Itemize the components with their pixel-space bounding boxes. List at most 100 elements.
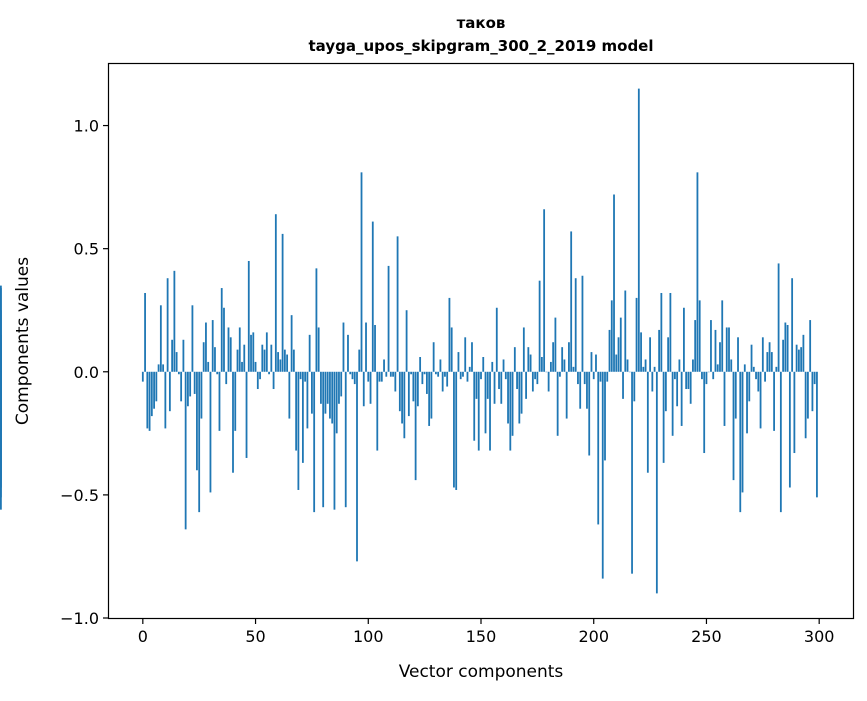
bar: [460, 372, 462, 379]
bar: [223, 308, 225, 372]
bar: [343, 323, 345, 372]
bar: [410, 372, 412, 374]
bar: [706, 372, 708, 384]
bar: [358, 350, 360, 372]
bar: [164, 372, 166, 429]
bar: [327, 372, 329, 404]
chart-title: таков: [457, 14, 506, 32]
bar: [575, 278, 577, 372]
bar: [302, 372, 304, 463]
bar: [297, 372, 299, 490]
x-tick-label: 300: [804, 627, 835, 646]
bar: [232, 372, 234, 473]
bar: [812, 372, 814, 411]
bar: [381, 372, 383, 382]
bar: [688, 372, 690, 389]
bar: [187, 372, 189, 406]
bar: [782, 340, 784, 372]
bar: [753, 367, 755, 372]
bar: [694, 320, 696, 372]
bar: [376, 372, 378, 451]
bar: [674, 372, 676, 379]
bar: [257, 372, 259, 389]
bar: [399, 372, 401, 411]
bar: [153, 372, 155, 409]
bar: [796, 345, 798, 372]
bar: [322, 372, 324, 507]
x-tick-label: 50: [245, 627, 265, 646]
bar: [762, 337, 764, 371]
bar: [239, 327, 241, 371]
bar: [225, 372, 227, 384]
bar: [426, 372, 428, 394]
bar: [160, 305, 162, 371]
bar: [307, 372, 309, 429]
bar: [392, 372, 394, 377]
bar: [789, 372, 791, 488]
bar: [773, 372, 775, 431]
bar: [724, 372, 726, 426]
bar: [600, 372, 602, 382]
bar: [401, 372, 403, 424]
bar: [293, 350, 295, 372]
bar: [320, 372, 322, 404]
bar: [338, 372, 340, 404]
bar: [778, 263, 780, 371]
bar: [561, 347, 563, 372]
bar: [453, 372, 455, 488]
bar: [798, 350, 800, 372]
bar: [496, 308, 498, 372]
bar: [751, 345, 753, 372]
bar: [311, 372, 313, 414]
bar: [541, 357, 543, 372]
bar: [672, 372, 674, 436]
bar: [498, 372, 500, 389]
bar: [606, 372, 608, 382]
bar: [149, 372, 151, 431]
bar: [649, 337, 651, 371]
bar: [467, 372, 469, 382]
bar: [577, 372, 579, 384]
bar: [0, 372, 2, 409]
bar: [415, 372, 417, 480]
y-tick-label: 0.0: [74, 363, 99, 382]
bar: [316, 268, 318, 371]
bar: [167, 278, 169, 372]
x-tick-label: 100: [353, 627, 384, 646]
bar: [183, 340, 185, 372]
bar: [685, 372, 687, 389]
bar: [288, 372, 290, 419]
bar: [356, 372, 358, 562]
bar: [775, 367, 777, 372]
bar: [505, 372, 507, 379]
bar: [221, 288, 223, 372]
x-tick-label: 250: [691, 627, 722, 646]
bar: [291, 315, 293, 372]
bar: [203, 342, 205, 372]
bar: [618, 337, 620, 371]
bar: [602, 372, 604, 579]
bar: [155, 372, 157, 402]
bar: [268, 372, 270, 374]
y-tick-label: −0.5: [60, 486, 99, 505]
bar: [620, 318, 622, 372]
bar: [421, 372, 423, 384]
bar: [284, 350, 286, 372]
bar: [604, 372, 606, 461]
bar: [277, 352, 279, 372]
bar: [216, 372, 218, 374]
bar: [584, 372, 586, 384]
bar: [536, 372, 538, 384]
bar: [340, 372, 342, 397]
bar: [748, 372, 750, 402]
bar: [636, 298, 638, 372]
bar: [642, 367, 644, 372]
bar: [255, 362, 257, 372]
bar: [507, 372, 509, 424]
bar: [144, 293, 146, 372]
bar: [518, 372, 520, 424]
bar: [712, 372, 714, 379]
bar: [717, 364, 719, 371]
bar: [354, 372, 356, 384]
bar: [624, 291, 626, 372]
